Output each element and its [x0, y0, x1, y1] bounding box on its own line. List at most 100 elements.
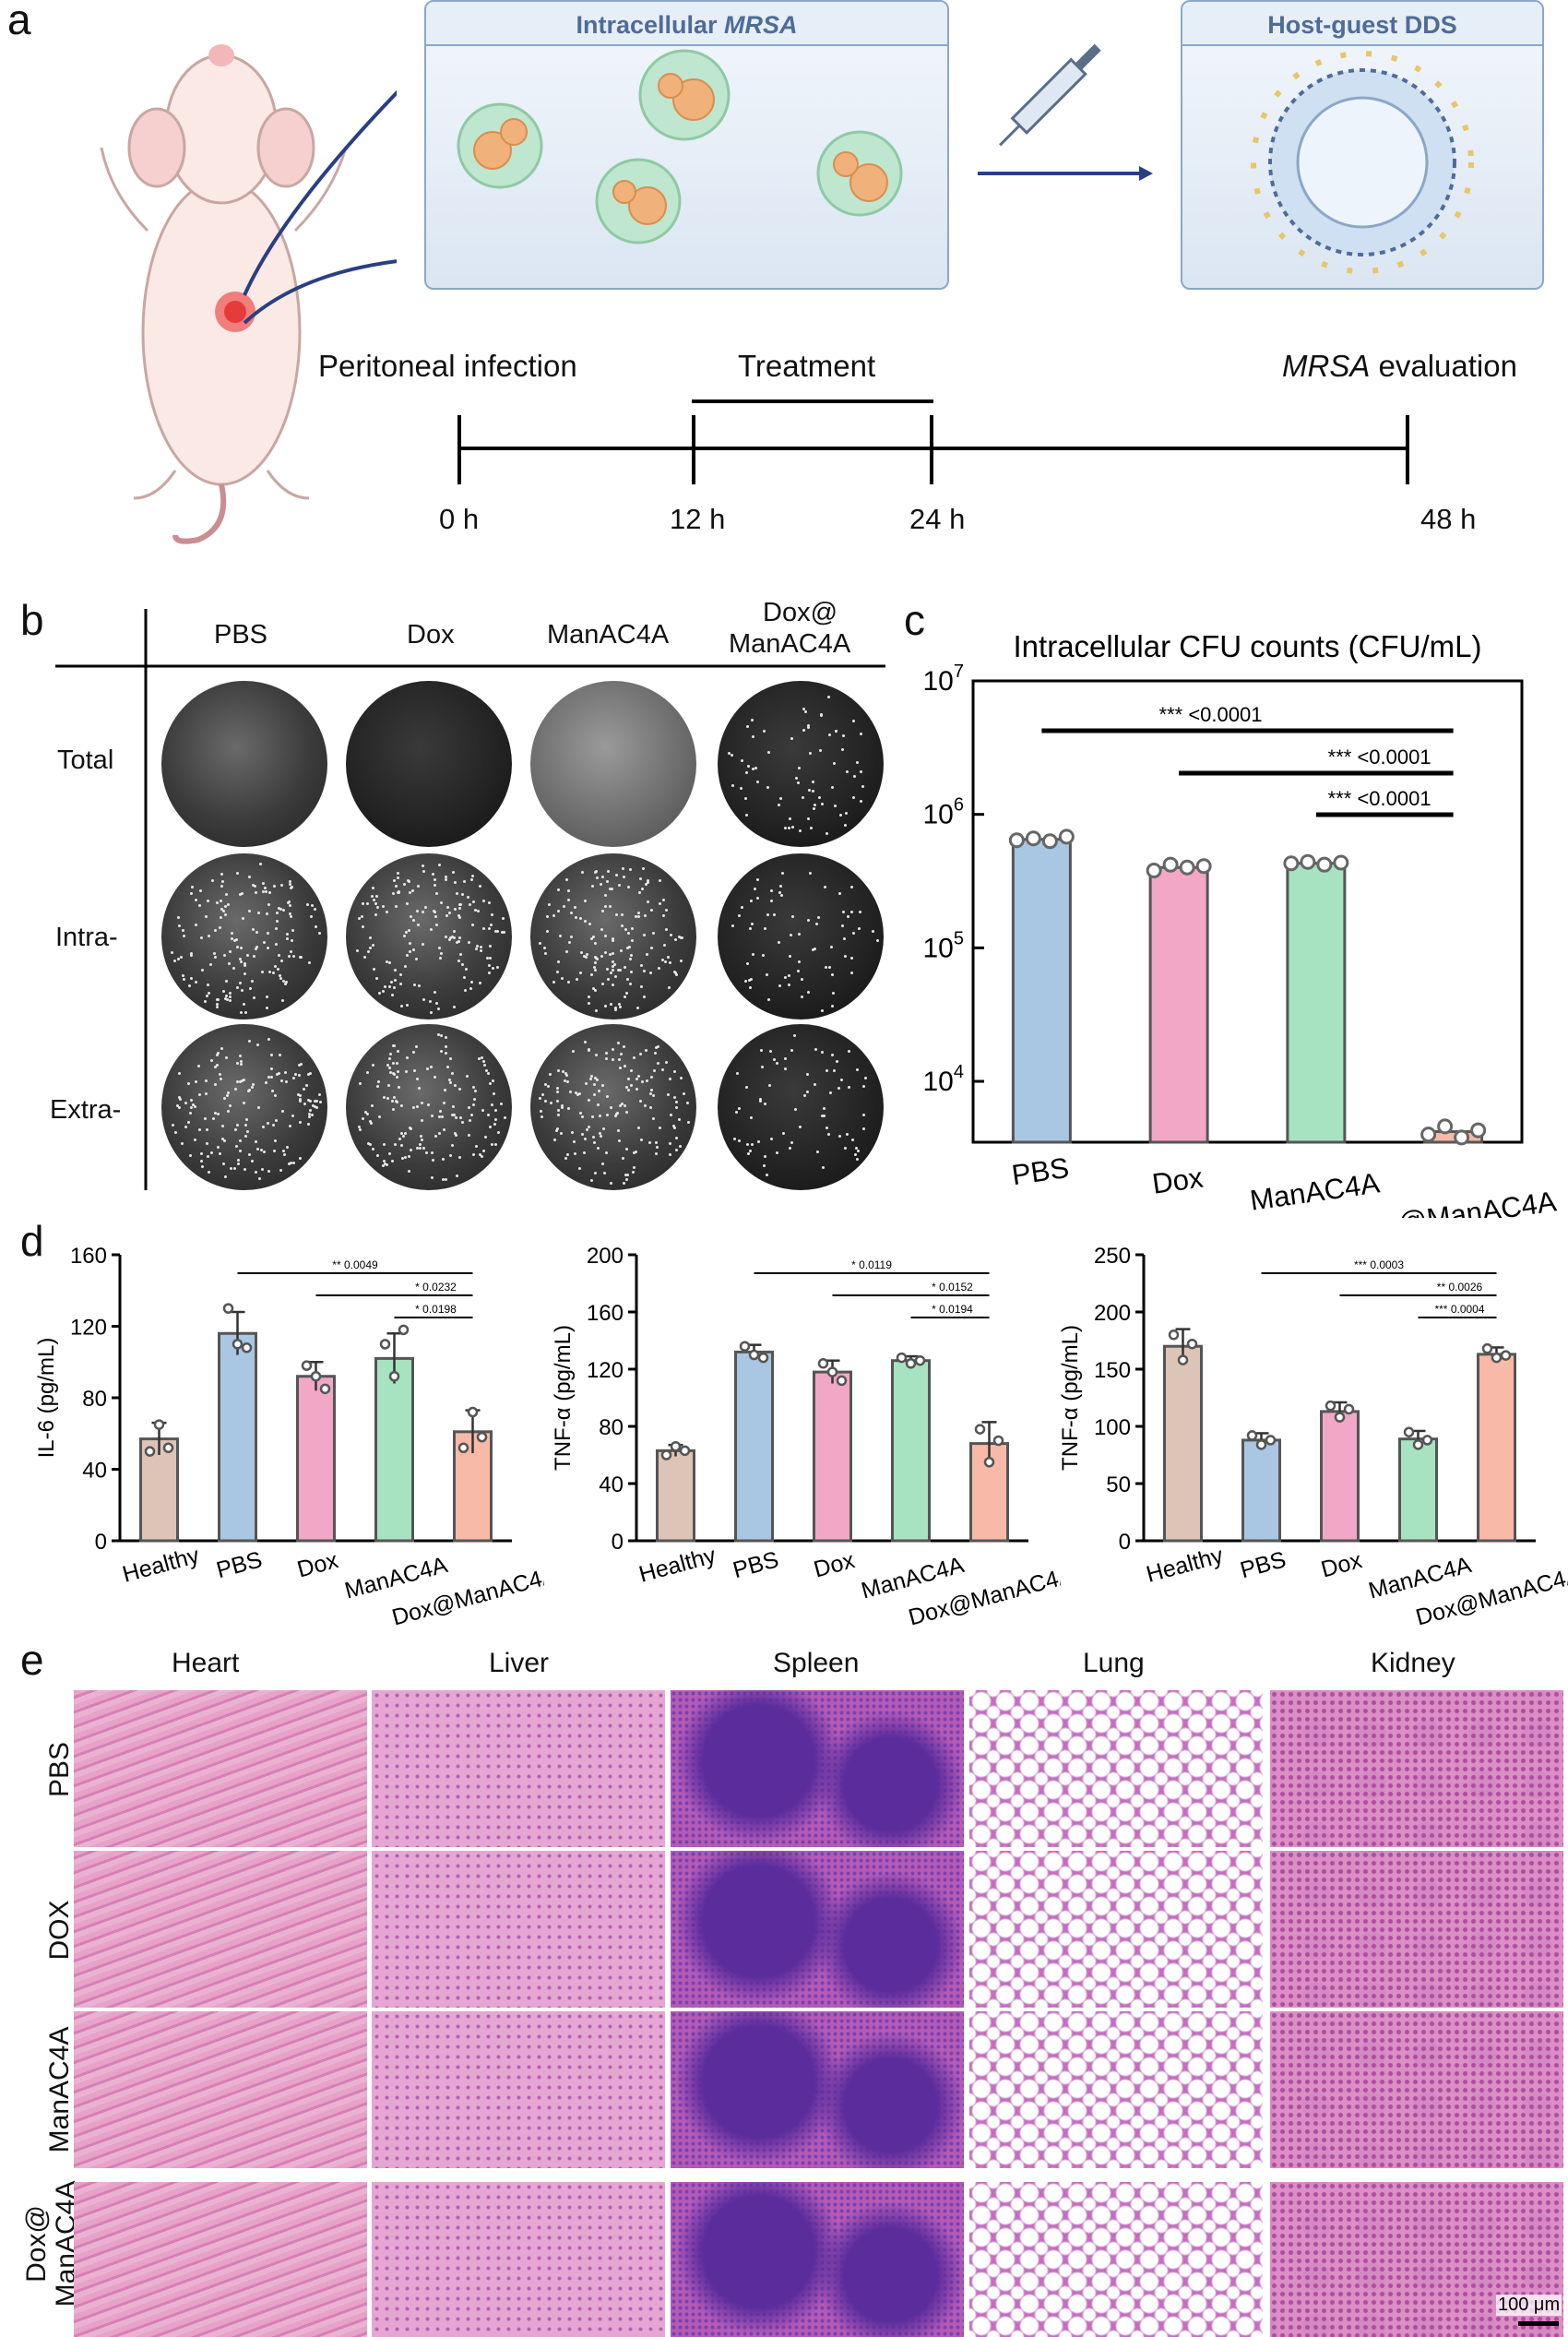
colony-dot — [434, 877, 437, 881]
colony-dot — [734, 1111, 738, 1115]
histology-image-liver — [372, 2182, 665, 2337]
colony-dot — [389, 1053, 393, 1056]
colony-dot — [590, 885, 594, 888]
colony-dot — [406, 1004, 410, 1008]
colony-dot — [393, 968, 397, 972]
colony-dot — [650, 1089, 654, 1092]
colony-dot — [416, 924, 420, 927]
data-point — [1025, 830, 1041, 847]
data-point — [457, 1442, 469, 1453]
colony-dot — [784, 1067, 788, 1071]
colony-dot — [650, 908, 654, 912]
colony-dot — [458, 903, 462, 907]
colony-dot — [614, 1006, 618, 1009]
colony-dot — [584, 955, 588, 959]
colony-dot — [822, 1115, 826, 1118]
colony-dot — [395, 885, 398, 888]
colony-dot — [255, 931, 259, 935]
colony-dot — [475, 947, 479, 950]
colony-dot — [248, 1039, 252, 1043]
colony-dot — [817, 795, 821, 799]
colony-dot — [359, 1082, 362, 1086]
colony-dot — [413, 983, 417, 986]
colony-dot — [253, 954, 256, 958]
data-point — [1454, 1129, 1470, 1146]
colony-dot — [434, 892, 438, 896]
colony-dot — [502, 917, 505, 921]
x-tick-label: Dox — [811, 1547, 858, 1583]
colony-dot — [633, 1055, 636, 1059]
data-point — [379, 1339, 391, 1350]
colony-dot — [440, 901, 444, 905]
colony-dot — [298, 1063, 302, 1067]
colony-dot — [859, 770, 862, 774]
colony-dot — [270, 1067, 273, 1070]
colony-dot — [755, 780, 759, 783]
colony-dot — [317, 932, 321, 936]
colony-dot — [555, 971, 559, 974]
colony-dot — [244, 972, 247, 975]
colony-dot — [418, 1086, 422, 1090]
colony-dot — [249, 987, 252, 991]
significance-label: *** 0.0003 — [1354, 1258, 1404, 1271]
colony-dot — [371, 1148, 374, 1151]
colony-dot — [731, 924, 734, 928]
colony-dot — [403, 882, 407, 886]
culture-plate — [530, 681, 696, 847]
colony-dot — [404, 965, 408, 969]
colony-dot — [803, 709, 807, 713]
colony-dot — [281, 979, 285, 983]
colony-dot — [415, 909, 419, 912]
colony-dot — [220, 885, 224, 888]
colony-dot — [559, 935, 563, 938]
colony-dot — [402, 1134, 406, 1138]
colony-dot — [229, 992, 232, 996]
colony-dot — [265, 1006, 268, 1009]
colony-dot — [381, 989, 385, 993]
colony-dot — [646, 880, 649, 884]
colony-dot — [289, 882, 292, 886]
colony-dot — [667, 1092, 671, 1096]
colony-dot — [405, 1070, 409, 1074]
colony-dot — [645, 1049, 648, 1053]
colony-dot — [455, 891, 458, 895]
colony-dot — [368, 936, 372, 939]
colony-dot — [451, 1114, 455, 1117]
colony-dot — [588, 923, 591, 926]
colony-dot — [386, 1064, 389, 1067]
colony-dot — [198, 888, 202, 892]
colony-dot — [396, 890, 399, 894]
colony-dot — [472, 1086, 476, 1090]
colony-dot — [220, 1125, 224, 1128]
histology-col-liver: Liver — [489, 1648, 550, 1678]
colony-dot — [626, 931, 630, 935]
colony-dot — [759, 1097, 763, 1101]
colony-dot — [600, 982, 604, 985]
colony-dot — [451, 1104, 455, 1108]
colony-dot — [539, 942, 542, 946]
colony-dot — [178, 1096, 182, 1100]
colony-dot — [472, 1097, 476, 1101]
colony-dot — [448, 1078, 452, 1081]
colony-dot — [566, 1106, 570, 1110]
colony-dot — [396, 1062, 399, 1066]
colony-dot — [797, 781, 801, 785]
colony-dot — [570, 1131, 574, 1135]
colony-dot — [574, 1151, 577, 1155]
colony-dot — [291, 886, 294, 889]
colony-dot — [578, 917, 582, 921]
colony-dot — [652, 1069, 656, 1073]
colony-dot — [408, 1169, 411, 1173]
colony-dot — [429, 1000, 433, 1004]
colony-dot — [375, 895, 379, 899]
colony-dot — [193, 1104, 196, 1108]
colony-dot — [597, 1146, 600, 1150]
colony-dot — [492, 1079, 495, 1083]
colony-dot — [850, 956, 854, 960]
colony-dot — [294, 1073, 298, 1077]
colony-dot — [673, 1069, 677, 1073]
colony-dot — [844, 1146, 848, 1150]
colony-dot — [299, 1093, 303, 1097]
colony-dot — [261, 1168, 265, 1172]
colony-dot — [226, 902, 230, 906]
